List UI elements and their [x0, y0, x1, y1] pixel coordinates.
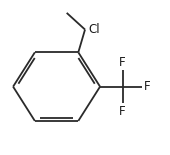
Text: F: F [119, 105, 126, 118]
Text: F: F [144, 80, 150, 93]
Text: F: F [119, 56, 126, 69]
Text: Cl: Cl [89, 23, 100, 36]
